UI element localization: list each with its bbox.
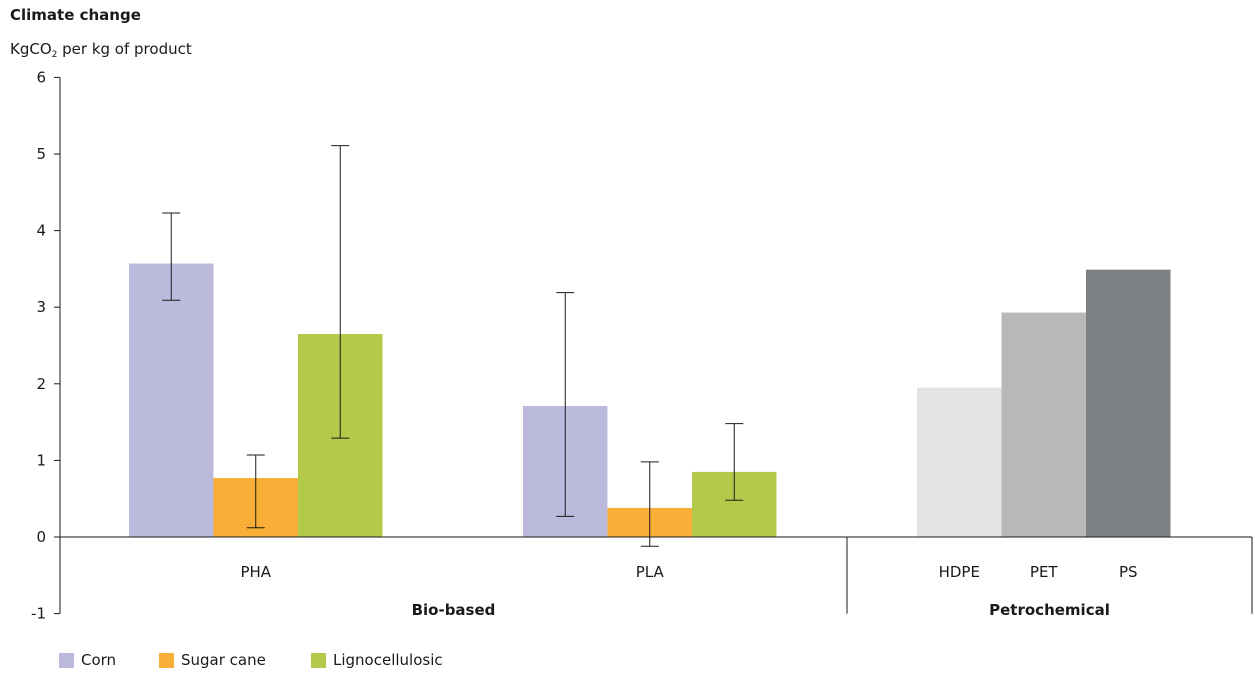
- y-tick-label: 2: [36, 375, 46, 393]
- x-tick-label: PS: [1119, 563, 1138, 581]
- x-tick-label: PET: [1030, 563, 1059, 581]
- x-tick-label: HDPE: [939, 563, 980, 581]
- unit-label-post: per kg of product: [57, 40, 192, 58]
- legend: Corn Sugar cane Lignocellulosic: [0, 650, 1255, 690]
- x-tick-label: PHA: [240, 563, 271, 581]
- y-tick-label: 6: [36, 68, 46, 86]
- y-tick-label: 4: [36, 222, 46, 240]
- legend-item: Lignocellulosic: [311, 650, 443, 670]
- legend-swatch: [159, 652, 174, 668]
- bar-hdpe: [917, 387, 1002, 537]
- legend-item: Sugar cane: [159, 650, 266, 670]
- x-tick-label: PLA: [636, 563, 665, 581]
- unit-label-subscript: 2: [51, 50, 58, 60]
- legend-label: Corn: [81, 651, 117, 669]
- bar-corn-pha: [129, 263, 214, 537]
- legend-swatch: [311, 652, 326, 668]
- legend-swatch: [59, 652, 74, 668]
- legend-label: Lignocellulosic: [333, 651, 443, 669]
- y-tick-label: 0: [36, 528, 46, 546]
- group-label-petrochemical: Petrochemical: [989, 601, 1110, 619]
- legend-label: Sugar cane: [181, 651, 266, 669]
- group-label-bio-based: Bio-based: [412, 601, 496, 619]
- unit-label-pre: KgCO: [10, 40, 52, 58]
- chart-title: Climate change: [10, 6, 141, 24]
- bar-chart: 6 5 4 3 2 1 0 -1 PHA PLA HDPE PET PS Bio-based Petroch…: [31, 68, 1253, 623]
- y-tick-label: 5: [36, 145, 46, 163]
- bar-pet: [1001, 312, 1086, 537]
- bar-ps: [1086, 269, 1171, 537]
- y-tick-label: -1: [31, 605, 46, 623]
- y-axis-unit-label: KgCO2 per kg of product: [10, 40, 192, 60]
- legend-item: Corn: [59, 650, 116, 670]
- y-tick-label: 1: [36, 451, 46, 469]
- y-tick-label: 3: [36, 298, 46, 316]
